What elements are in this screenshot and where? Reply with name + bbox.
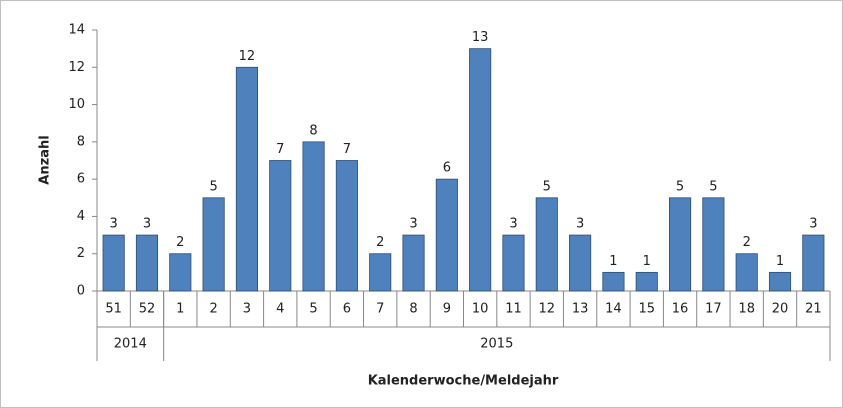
bar bbox=[469, 48, 492, 292]
y-tick-label: 12 bbox=[68, 60, 85, 75]
x-tick-label: 2 bbox=[209, 302, 217, 317]
x-tick-label: 17 bbox=[705, 302, 722, 317]
x-tick-label: 10 bbox=[472, 302, 489, 317]
y-tick-label: 10 bbox=[68, 97, 85, 112]
bar bbox=[269, 160, 292, 292]
bar bbox=[435, 178, 458, 292]
bar bbox=[635, 271, 658, 292]
y-tick-label: 4 bbox=[77, 209, 85, 224]
data-label: 1 bbox=[643, 254, 651, 269]
bar bbox=[202, 197, 225, 292]
bar bbox=[135, 234, 159, 292]
bar bbox=[802, 234, 825, 292]
data-label: 2 bbox=[743, 235, 751, 250]
bar bbox=[402, 234, 425, 292]
x-tick-label: 52 bbox=[139, 302, 156, 317]
x-tick-label: 3 bbox=[243, 302, 251, 317]
data-label: 3 bbox=[110, 217, 118, 232]
x-tick-label: 6 bbox=[343, 302, 351, 317]
bar bbox=[569, 234, 592, 292]
x-tick-label: 18 bbox=[738, 302, 755, 317]
data-label: 1 bbox=[776, 254, 784, 269]
data-label: 3 bbox=[143, 217, 151, 232]
y-tick-label: 2 bbox=[77, 246, 85, 261]
data-label: 3 bbox=[409, 217, 417, 232]
y-axis-label: Anzahl bbox=[38, 135, 53, 184]
x-axis-label: Kalenderwoche/Meldejahr bbox=[368, 374, 559, 389]
y-tick-label: 0 bbox=[77, 284, 85, 299]
x-tick-label: 9 bbox=[443, 302, 451, 317]
x-tick-label: 13 bbox=[572, 302, 589, 317]
bar bbox=[669, 197, 692, 292]
data-label: 5 bbox=[709, 179, 717, 194]
data-label: 6 bbox=[443, 161, 451, 176]
bar bbox=[235, 66, 258, 292]
x-tick-label: 20 bbox=[772, 302, 789, 317]
x-tick-label: 15 bbox=[638, 302, 655, 317]
data-label: 2 bbox=[376, 235, 384, 250]
x-tick-label: 14 bbox=[605, 302, 622, 317]
data-label: 5 bbox=[209, 179, 217, 194]
data-label: 3 bbox=[576, 217, 584, 232]
data-label: 7 bbox=[343, 142, 351, 157]
bar bbox=[169, 253, 192, 292]
x-tick-label: 21 bbox=[805, 302, 822, 317]
x-tick-label: 16 bbox=[672, 302, 689, 317]
x-tick-label: 51 bbox=[105, 302, 122, 317]
data-label: 1 bbox=[609, 254, 617, 269]
x-tick-label: 1 bbox=[176, 302, 184, 317]
group-label: 2015 bbox=[480, 337, 513, 352]
bar bbox=[768, 271, 792, 292]
y-tick-label: 8 bbox=[77, 134, 85, 149]
bar bbox=[502, 234, 525, 292]
data-label: 3 bbox=[509, 217, 517, 232]
data-label: 2 bbox=[176, 235, 184, 250]
bar bbox=[735, 253, 758, 292]
data-label: 13 bbox=[472, 30, 489, 45]
x-tick-label: 4 bbox=[276, 302, 284, 317]
y-tick-label: 14 bbox=[68, 23, 85, 38]
bar bbox=[602, 271, 625, 292]
bar bbox=[535, 197, 558, 292]
x-tick-label: 11 bbox=[505, 302, 522, 317]
y-tick-label: 6 bbox=[77, 172, 85, 187]
data-label: 8 bbox=[309, 123, 317, 138]
x-tick-label: 5 bbox=[309, 302, 317, 317]
x-tick-label: 7 bbox=[376, 302, 384, 317]
bar bbox=[335, 160, 358, 292]
bar bbox=[369, 253, 392, 292]
data-label: 5 bbox=[676, 179, 684, 194]
bar bbox=[302, 141, 325, 292]
bar bbox=[702, 197, 725, 292]
data-label: 12 bbox=[239, 49, 256, 64]
bar bbox=[102, 234, 125, 292]
group-label: 2014 bbox=[114, 337, 147, 352]
data-label: 7 bbox=[276, 142, 284, 157]
data-label: 5 bbox=[543, 179, 551, 194]
data-label: 3 bbox=[809, 217, 817, 232]
x-tick-label: 8 bbox=[409, 302, 417, 317]
x-tick-label: 12 bbox=[539, 302, 556, 317]
